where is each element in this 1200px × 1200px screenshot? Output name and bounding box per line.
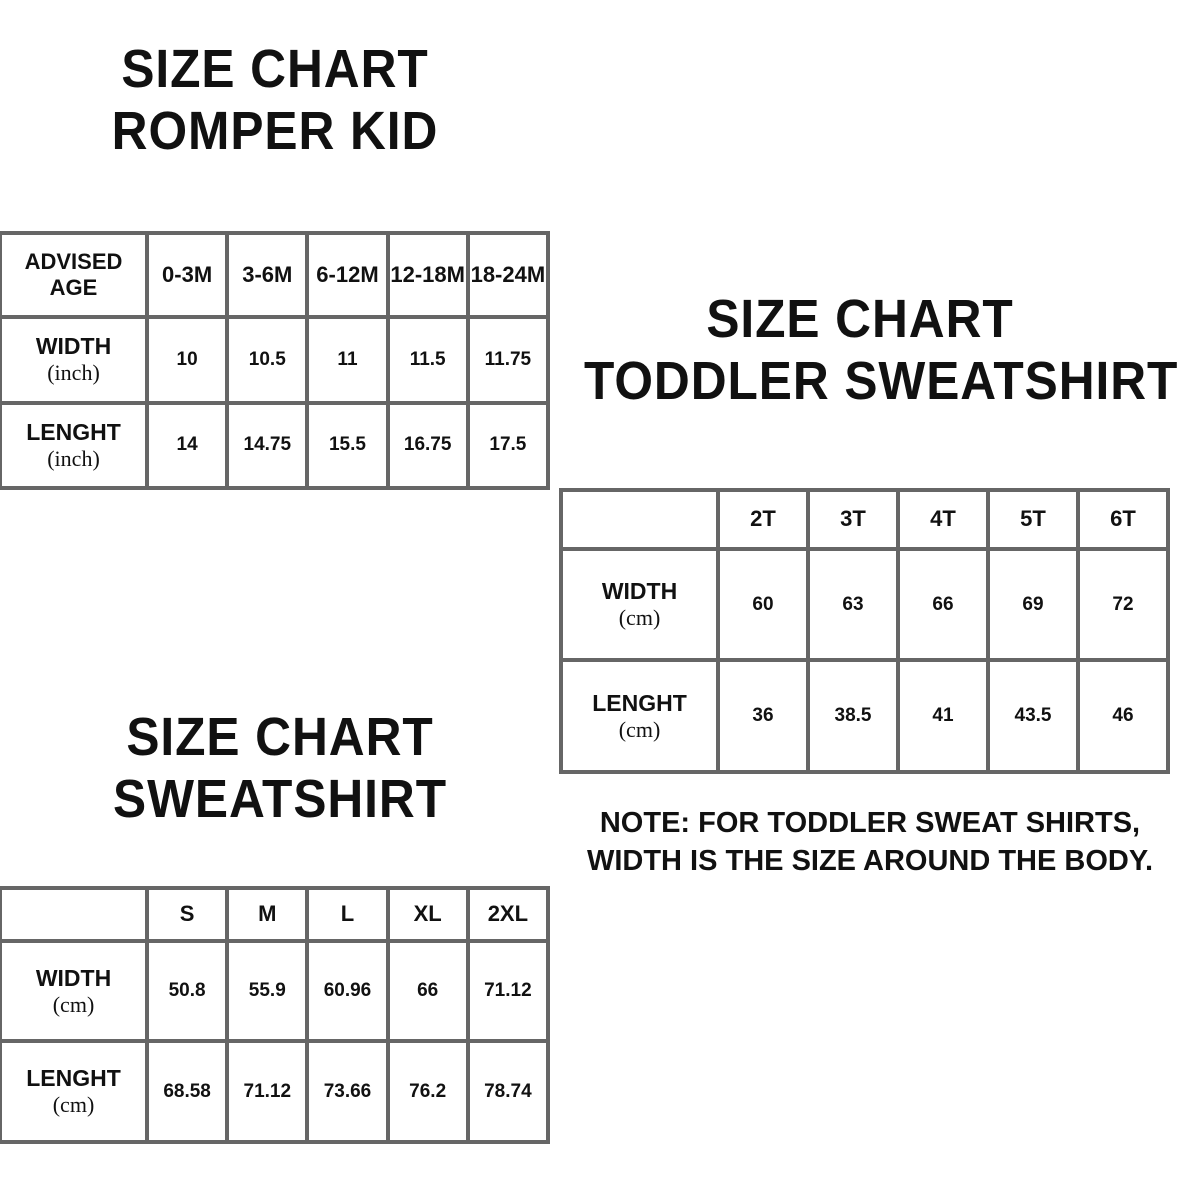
measure-label: LENGHT (592, 689, 687, 716)
value-cell: 46 (1076, 658, 1170, 774)
row-label: LENGHT (inch) (0, 400, 149, 490)
size-header: 3-6M (225, 231, 310, 319)
value-cell: 71.12 (225, 1039, 310, 1144)
header-row: ADVISED AGE 0-3M 3-6M 6-12M 12-18M 18-24M (0, 231, 551, 319)
note-line: NOTE: FOR TODDLER SWEAT SHIRTS, (599, 807, 1141, 839)
measure-label: LENGHT (26, 418, 121, 445)
header-label (0, 886, 149, 943)
header-label: ADVISED AGE (0, 231, 149, 319)
title-line: SIZE CHART (121, 39, 429, 99)
value-cell: 43.5 (986, 658, 1080, 774)
table-row: WIDTH (cm) 50.8 55.9 60.96 66 71.12 (0, 938, 551, 1044)
value-cell: 66 (385, 938, 470, 1044)
size-header: 2XL (465, 886, 551, 943)
value-cell: 11.75 (465, 315, 551, 405)
value-cell: 11.5 (385, 315, 470, 405)
table-row: WIDTH (cm) 60 63 66 69 72 (559, 546, 1170, 663)
table-row: LENGHT (cm) 68.58 71.12 73.66 76.2 78.74 (0, 1039, 551, 1144)
size-header: M (225, 886, 310, 943)
value-cell: 11 (305, 315, 390, 405)
header-row: 2T 3T 4T 5T 6T (559, 488, 1170, 551)
size-header: 3T (806, 488, 900, 551)
unit-label: (cm) (52, 1092, 95, 1118)
size-header: 6-12M (305, 231, 390, 319)
unit-label: (cm) (52, 991, 95, 1017)
size-header: 18-24M (465, 231, 551, 319)
unit-label: (inch) (47, 445, 100, 471)
row-label: WIDTH (cm) (0, 938, 149, 1044)
value-cell: 78.74 (465, 1039, 551, 1144)
row-label: LENGHT (cm) (559, 658, 720, 774)
value-cell: 36 (716, 658, 810, 774)
toddler-size-table: 2T 3T 4T 5T 6T WIDTH (cm) 60 63 66 69 72 LENGHT (cm) 3… (559, 488, 1170, 774)
romper-size-table: ADVISED AGE 0-3M 3-6M 6-12M 12-18M 18-24M WIDT… (0, 231, 551, 490)
title-line: TODDLER SWEATSHIRT (584, 351, 1179, 411)
table-row: LENGHT (cm) 36 38.5 41 43.5 46 (559, 658, 1170, 774)
size-header: XL (385, 886, 470, 943)
size-header: S (144, 886, 230, 943)
value-cell: 41 (896, 658, 990, 774)
header-label (559, 488, 720, 551)
title-line: SIZE CHART (706, 289, 1014, 349)
value-cell: 63 (806, 546, 900, 663)
table-row: WIDTH (inch) 10 10.5 11 11.5 11.75 (0, 315, 551, 405)
title-line: ROMPER KID (111, 101, 439, 161)
value-cell: 72 (1076, 546, 1170, 663)
value-cell: 71.12 (465, 938, 551, 1044)
measure-label: LENGHT (26, 1065, 121, 1092)
value-cell: 15.5 (305, 400, 390, 490)
value-cell: 69 (986, 546, 1080, 663)
measure-label: WIDTH (601, 578, 678, 605)
unit-label: (cm) (618, 605, 661, 631)
value-cell: 68.58 (144, 1039, 230, 1144)
value-cell: 55.9 (225, 938, 310, 1044)
size-header: 5T (986, 488, 1080, 551)
unit-label: (cm) (618, 716, 661, 742)
size-header: 6T (1076, 488, 1170, 551)
toddler-note: NOTE: FOR TODDLER SWEAT SHIRTS, WIDTH IS… (560, 804, 1180, 880)
value-cell: 60.96 (305, 938, 390, 1044)
row-label: WIDTH (cm) (559, 546, 720, 663)
value-cell: 76.2 (385, 1039, 470, 1144)
value-cell: 10.5 (225, 315, 310, 405)
header-row: S M L XL 2XL (0, 886, 551, 943)
note-line: WIDTH IS THE SIZE AROUND THE BODY. (586, 845, 1154, 877)
size-header: 4T (896, 488, 990, 551)
title-line: SIZE CHART (126, 707, 434, 767)
table-row: LENGHT (inch) 14 14.75 15.5 16.75 17.5 (0, 400, 551, 490)
sweatshirt-size-table: S M L XL 2XL WIDTH (cm) 50.8 55.9 60.96 66 71.12 LEN… (0, 886, 551, 1144)
measure-label: WIDTH (35, 964, 112, 991)
row-label: LENGHT (cm) (0, 1039, 149, 1144)
title-line: SWEATSHIRT (113, 769, 447, 829)
romper-title: SIZE CHART ROMPER KID (22, 38, 528, 162)
measure-label: WIDTH (35, 333, 112, 360)
unit-label: (inch) (47, 360, 100, 386)
value-cell: 17.5 (465, 400, 551, 490)
row-label: WIDTH (inch) (0, 315, 149, 405)
sweatshirt-title: SIZE CHART SWEATSHIRT (22, 706, 537, 830)
value-cell: 38.5 (806, 658, 900, 774)
size-header: 0-3M (144, 231, 230, 319)
toddler-title: SIZE CHART TODDLER SWEATSHIRT (584, 288, 1179, 412)
value-cell: 73.66 (305, 1039, 390, 1144)
value-cell: 60 (716, 546, 810, 663)
value-cell: 16.75 (385, 400, 470, 490)
value-cell: 10 (144, 315, 230, 405)
value-cell: 50.8 (144, 938, 230, 1044)
size-header: 2T (716, 488, 810, 551)
size-header: L (305, 886, 390, 943)
value-cell: 66 (896, 546, 990, 663)
size-header: 12-18M (385, 231, 470, 319)
value-cell: 14 (144, 400, 230, 490)
value-cell: 14.75 (225, 400, 310, 490)
